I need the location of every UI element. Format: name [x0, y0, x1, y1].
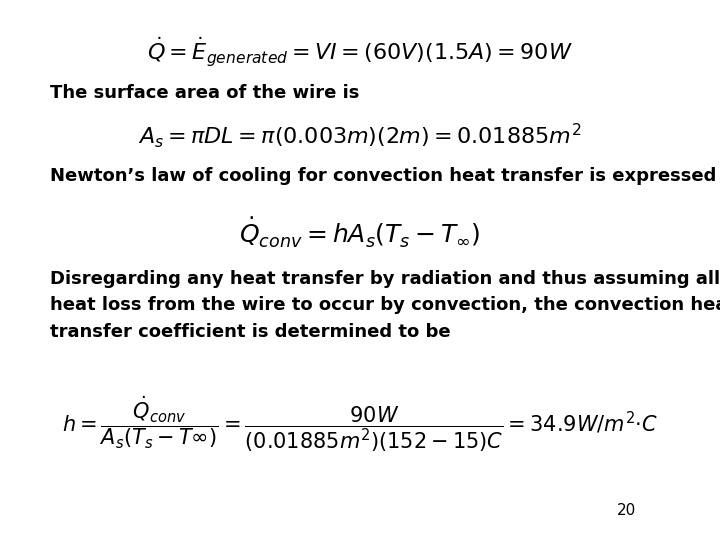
Text: Disregarding any heat transfer by radiation and thus assuming all the
heat loss : Disregarding any heat transfer by radiat… — [50, 270, 720, 341]
Text: 20: 20 — [617, 503, 636, 518]
Text: $\dot{Q} = \dot{E}_{generated} = VI = (60V)(1.5A) = 90W$: $\dot{Q} = \dot{E}_{generated} = VI = (6… — [147, 35, 573, 69]
Text: Newton’s law of cooling for convection heat transfer is expressed as: Newton’s law of cooling for convection h… — [50, 167, 720, 185]
Text: $h = \dfrac{\dot{Q}_{conv}}{A_s(T_s - T\infty)} = \dfrac{90W}{\left(0.01885m^2\r: $h = \dfrac{\dot{Q}_{conv}}{A_s(T_s - T\… — [62, 394, 658, 454]
Text: $A_s = \pi DL = \pi\left(0.003m\right)\left(2m\right) = 0.01885m^2$: $A_s = \pi DL = \pi\left(0.003m\right)\l… — [138, 122, 582, 150]
Text: $\dot{Q}_{conv} = hA_s\left(T_s - T_\infty\right)$: $\dot{Q}_{conv} = hA_s\left(T_s - T_\inf… — [239, 216, 481, 250]
Text: The surface area of the wire is: The surface area of the wire is — [50, 84, 360, 102]
